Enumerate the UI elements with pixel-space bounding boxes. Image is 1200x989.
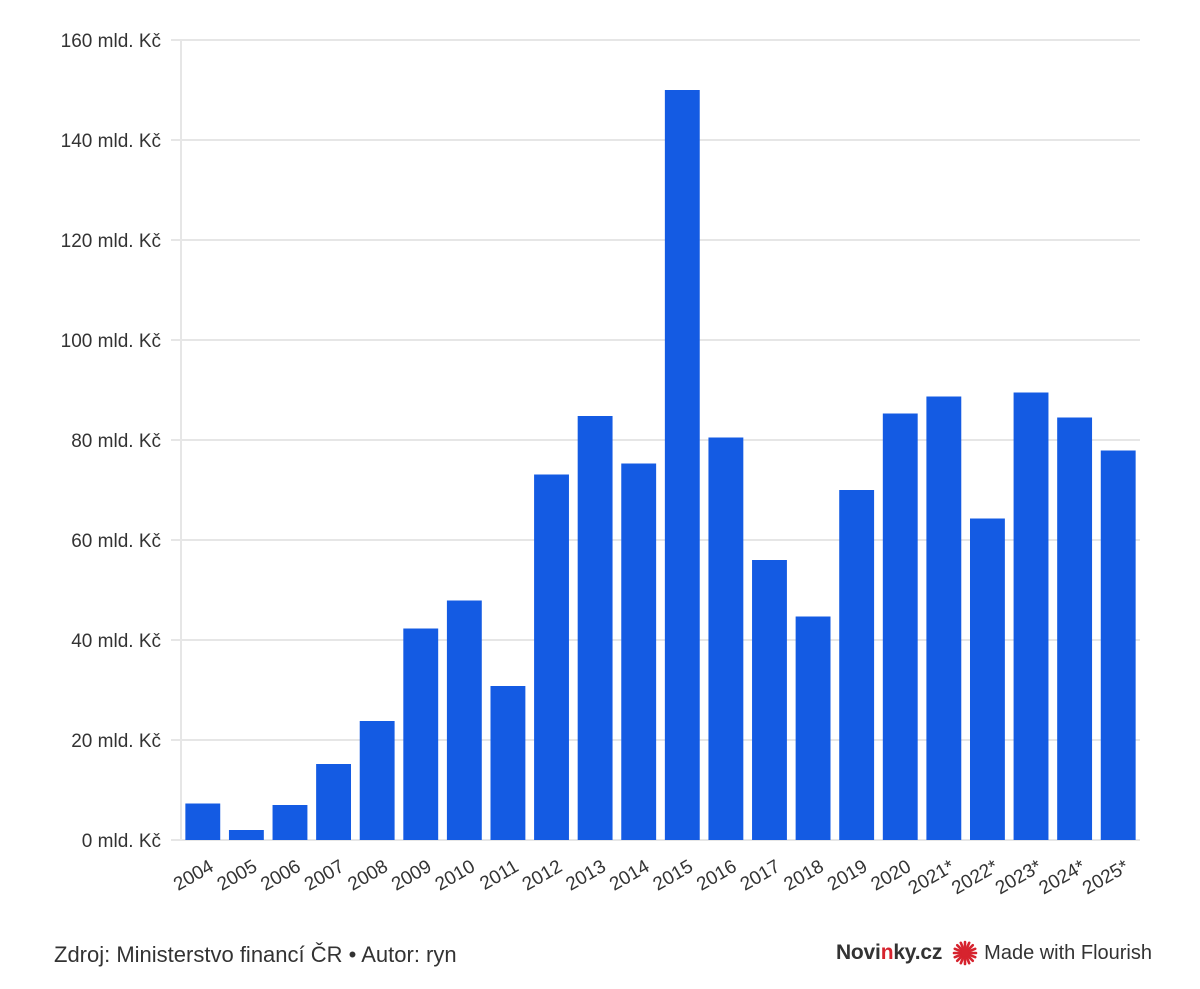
y-tick-label: 100 mld. Kč bbox=[61, 331, 161, 352]
y-axis-ticks: 0 mld. Kč 20 mld. Kč 40 mld. Kč 60 mld. Kč 8… bbox=[61, 31, 161, 852]
bar-2016[interactable] bbox=[708, 437, 744, 841]
novinky-logo[interactable]: Novinky.cz bbox=[836, 941, 942, 965]
x-tick-label: 2023* bbox=[992, 856, 1046, 899]
x-tick-label: 2021* bbox=[905, 856, 959, 899]
bar-2023-est[interactable] bbox=[1013, 392, 1049, 841]
y-tick-label: 140 mld. Kč bbox=[61, 131, 161, 152]
bar-2007[interactable] bbox=[316, 764, 352, 840]
bar-chart: 0 mld. Kč 20 mld. Kč 40 mld. Kč 60 mld. Kč 8… bbox=[61, 31, 1140, 899]
bar-2025-est[interactable] bbox=[1100, 450, 1136, 841]
x-tick-label: 2019 bbox=[824, 856, 871, 895]
chart-footer: Zdroj: Ministerstvo financí ČR • Autor: … bbox=[0, 930, 1200, 980]
y-tick-label: 160 mld. Kč bbox=[61, 31, 161, 52]
y-tick-label: 20 mld. Kč bbox=[71, 731, 161, 752]
x-tick-label: 2009 bbox=[388, 856, 435, 895]
bar-2018[interactable] bbox=[795, 616, 831, 841]
novinky-logo-accent: n bbox=[880, 941, 894, 964]
x-tick-label: 2008 bbox=[345, 856, 392, 895]
x-tick-label: 2016 bbox=[693, 856, 740, 895]
bar-2021-est[interactable] bbox=[926, 396, 962, 841]
bar-2005[interactable] bbox=[228, 830, 264, 840]
bar-2022-est[interactable] bbox=[969, 518, 1005, 841]
x-tick-label: 2018 bbox=[780, 856, 827, 895]
y-tick-label: 120 mld. Kč bbox=[61, 231, 161, 252]
x-tick-label: 2004 bbox=[170, 856, 217, 896]
x-tick-label: 2007 bbox=[301, 856, 348, 895]
flourish-burst-icon bbox=[952, 940, 978, 966]
x-tick-label: 2006 bbox=[257, 856, 304, 895]
bar-2004[interactable] bbox=[185, 803, 221, 841]
bar-2020[interactable] bbox=[882, 413, 918, 841]
bar-2024-est[interactable] bbox=[1057, 417, 1093, 841]
brand-area: Novinky.cz Made with Flourish bbox=[836, 940, 1152, 966]
x-tick-label: 2010 bbox=[432, 856, 479, 895]
bar-2014[interactable] bbox=[621, 463, 657, 841]
x-tick-label: 2017 bbox=[737, 856, 784, 895]
made-with-flourish-link[interactable]: Made with Flourish bbox=[952, 940, 1152, 966]
bar-2006[interactable] bbox=[272, 805, 308, 840]
bar-2010[interactable] bbox=[446, 600, 482, 841]
bar-2009[interactable] bbox=[403, 628, 439, 841]
y-tick-label: 60 mld. Kč bbox=[71, 531, 161, 552]
x-tick-label: 2013 bbox=[562, 856, 609, 895]
bar-2008[interactable] bbox=[359, 721, 395, 840]
x-tick-label: 2005 bbox=[214, 856, 261, 895]
bar-2015[interactable] bbox=[664, 90, 700, 840]
x-tick-label: 2014 bbox=[606, 856, 653, 896]
x-tick-label: 2022* bbox=[948, 856, 1002, 899]
bar-2013[interactable] bbox=[577, 416, 613, 840]
novinky-logo-part: Novi bbox=[835, 941, 881, 964]
x-tick-label: 2015 bbox=[650, 856, 697, 895]
y-tick-label: 40 mld. Kč bbox=[71, 631, 161, 652]
bar-2017[interactable] bbox=[752, 560, 787, 840]
x-axis-ticks: 2004200520062007200820092010201120122013… bbox=[170, 856, 1133, 899]
x-tick-label: 2020 bbox=[868, 856, 915, 895]
y-tick-label: 80 mld. Kč bbox=[71, 431, 161, 452]
flourish-label: Made with Flourish bbox=[984, 941, 1152, 964]
novinky-logo-part: ky.cz bbox=[893, 941, 943, 964]
bar-2011[interactable] bbox=[490, 686, 526, 840]
bars bbox=[185, 90, 1136, 841]
x-tick-label: 2011 bbox=[477, 856, 523, 895]
x-tick-label: 2024* bbox=[1036, 856, 1090, 899]
x-tick-label: 2025* bbox=[1079, 856, 1133, 899]
source-text: Zdroj: Ministerstvo financí ČR • Autor: … bbox=[54, 942, 457, 967]
bar-2019[interactable] bbox=[839, 490, 875, 840]
x-tick-label: 2012 bbox=[519, 856, 566, 895]
grid-lines bbox=[171, 39, 1140, 841]
bar-2012[interactable] bbox=[534, 474, 569, 841]
y-tick-label: 0 mld. Kč bbox=[82, 831, 161, 852]
